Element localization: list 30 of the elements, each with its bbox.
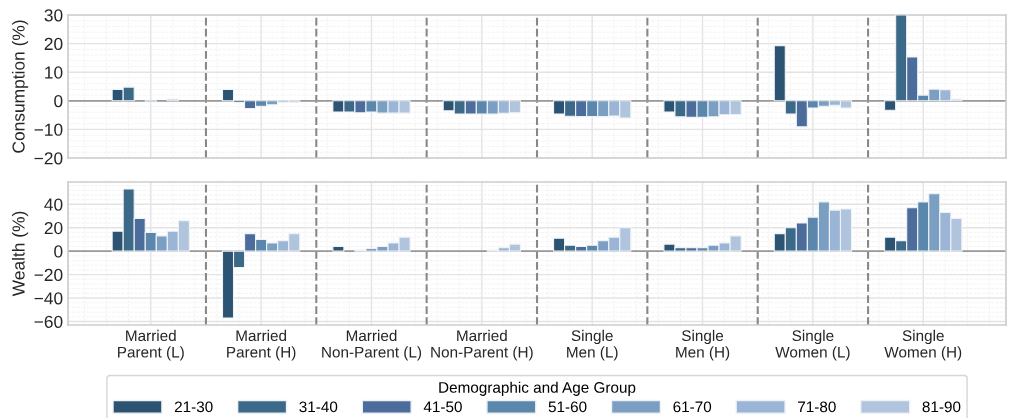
- y-tick-label: 0: [54, 245, 63, 258]
- y-tick-label: −60: [34, 315, 63, 328]
- y-tick-label: −10: [34, 123, 63, 136]
- legend-label: 31-40: [299, 401, 338, 413]
- legend-label: 61-70: [673, 401, 712, 413]
- x-tick-label: Married Parent (L): [118, 329, 184, 361]
- y-axis-title: Consumption (%): [11, 20, 29, 153]
- y-tick-label: −20: [34, 268, 63, 282]
- y-tick-label: −20: [34, 152, 63, 165]
- y-tick-label: 20: [44, 37, 63, 51]
- y-axis-title: Wealth (%): [11, 211, 29, 297]
- y-tick-label: 10: [45, 66, 63, 79]
- y-tick-label: 30: [44, 9, 63, 22]
- y-tick-label: 0: [54, 94, 63, 108]
- x-tick-label: Single Men (H): [676, 329, 730, 361]
- x-tick-label: Single Women (H): [884, 329, 962, 361]
- legend-label: 41-50: [423, 401, 462, 413]
- y-tick-label: −40: [34, 292, 63, 305]
- legend-label: 71-80: [798, 401, 836, 413]
- legend-label: 51-60: [548, 401, 587, 413]
- legend-title: Demographic and Age Group: [439, 381, 636, 396]
- x-tick-label: Married Non-Parent (H): [431, 329, 533, 361]
- y-tick-label: 20: [44, 221, 63, 235]
- legend-label: 21-30: [174, 401, 213, 413]
- legend-label: 81-90: [922, 401, 961, 413]
- y-tick-label: 40: [44, 198, 63, 211]
- x-tick-label: Married Parent (H): [227, 329, 296, 361]
- x-tick-label: Married Non-Parent (L): [322, 329, 422, 361]
- x-tick-label: Single Men (L): [567, 329, 618, 361]
- x-tick-label: Single Women (L): [775, 329, 850, 361]
